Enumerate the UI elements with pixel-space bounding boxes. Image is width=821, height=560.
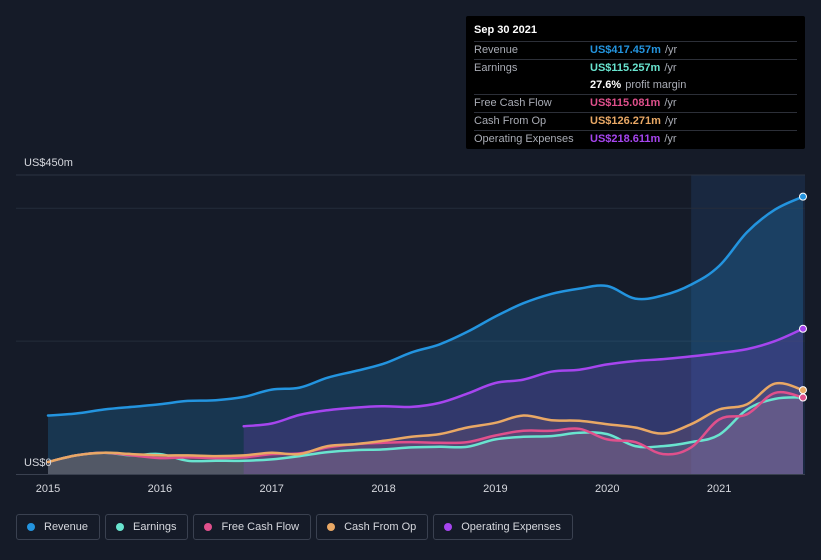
tooltip-row-profit-margin: 27.6% profit margin bbox=[474, 77, 797, 94]
x-tick-label: 2015 bbox=[36, 483, 60, 495]
area-earnings bbox=[48, 397, 803, 474]
legend-label: Revenue bbox=[44, 521, 89, 533]
legend-dot-icon bbox=[204, 523, 213, 531]
tooltip-unit: /yr bbox=[664, 115, 678, 127]
series-end-markers bbox=[799, 192, 807, 402]
tooltip-row-operating-expenses: Operating Expenses US$218.611m /yr bbox=[474, 130, 797, 148]
end-marker-free-cash-flow bbox=[799, 393, 807, 402]
legend-dot-icon bbox=[116, 523, 125, 531]
legend-label: Cash From Op bbox=[344, 521, 417, 533]
tooltip-value: US$126.271m bbox=[590, 115, 661, 127]
tooltip-unit: /yr bbox=[664, 62, 677, 74]
tooltip-label: Cash From Op bbox=[474, 115, 547, 127]
series-lines bbox=[46, 195, 805, 464]
tooltip-value: US$417.457m bbox=[590, 44, 661, 56]
x-tick-label: 2018 bbox=[371, 483, 395, 495]
legend-label: Free Cash Flow bbox=[221, 521, 300, 533]
x-tick-label: 2016 bbox=[148, 483, 172, 495]
y-axis-top-label: US$450m bbox=[24, 157, 73, 169]
tooltip-label: Earnings bbox=[474, 62, 518, 74]
tooltip-value: US$218.611m bbox=[590, 133, 661, 145]
area-revenue bbox=[48, 196, 803, 474]
legend-item-cash-from-op[interactable]: Cash From Op bbox=[316, 514, 429, 540]
legend-item-earnings[interactable]: Earnings bbox=[105, 514, 189, 540]
x-tick-label: 2020 bbox=[595, 483, 619, 495]
chart-legend: Revenue Earnings Free Cash Flow Cash Fro… bbox=[16, 514, 578, 540]
area-free-cash-flow bbox=[48, 392, 803, 474]
x-axis-ticks: 2015 2016 2017 2018 2019 2020 2021 bbox=[36, 483, 732, 495]
tooltip-unit: /yr bbox=[664, 97, 677, 109]
legend-item-revenue[interactable]: Revenue bbox=[16, 514, 101, 540]
legend-dot-icon bbox=[327, 523, 336, 531]
tooltip-label: Revenue bbox=[474, 44, 519, 56]
line-operating-expenses bbox=[242, 327, 805, 428]
forecast-highlight bbox=[691, 175, 805, 474]
legend-dot-icon bbox=[444, 523, 453, 531]
tooltip-label: Free Cash Flow bbox=[474, 97, 552, 109]
grid-lines bbox=[16, 174, 805, 342]
legend-dot-icon bbox=[27, 523, 35, 531]
tooltip-value: 27.6% bbox=[590, 79, 622, 91]
series-areas bbox=[48, 196, 803, 474]
tooltip-unit: profit margin bbox=[625, 79, 687, 91]
end-marker-revenue bbox=[799, 192, 807, 201]
tooltip-row-revenue: Revenue US$417.457m /yr bbox=[474, 41, 797, 59]
chart-area: 2015 2016 2017 2018 2019 2020 2021 US$450m US$… bbox=[16, 157, 807, 495]
tooltip-row-cash-from-op: Cash From Op US$126.271m /yr bbox=[474, 112, 797, 130]
tooltip-unit: /yr bbox=[664, 133, 677, 145]
data-tooltip: Sep 30 2021 Revenue US$417.457m /yr Earn… bbox=[466, 16, 805, 149]
legend-label: Operating Expenses bbox=[461, 521, 561, 533]
x-tick-label: 2021 bbox=[707, 483, 731, 495]
tooltip-value: US$115.257m bbox=[590, 62, 661, 74]
tooltip-label: Operating Expenses bbox=[474, 133, 574, 145]
legend-item-operating-expenses[interactable]: Operating Expenses bbox=[433, 514, 573, 540]
area-operating-expenses bbox=[243, 328, 803, 474]
x-tick-label: 2017 bbox=[259, 483, 283, 495]
tooltip-label bbox=[474, 77, 590, 94]
tooltip-row-earnings: Earnings US$115.257m /yr bbox=[474, 59, 797, 77]
tooltip-date: Sep 30 2021 bbox=[474, 24, 537, 36]
tooltip-unit: /yr bbox=[664, 44, 678, 56]
end-marker-operating-expenses bbox=[799, 324, 807, 333]
line-free-cash-flow bbox=[46, 390, 805, 464]
y-axis-bottom-label: US$0 bbox=[24, 457, 52, 469]
tooltip-row-free-cash-flow: Free Cash Flow US$115.081m /yr bbox=[474, 94, 797, 112]
legend-label: Earnings bbox=[133, 521, 177, 533]
tooltip-value: US$115.081m bbox=[590, 97, 661, 109]
end-marker-cash-from-op bbox=[799, 386, 807, 395]
area-cash-from-op bbox=[48, 383, 803, 474]
x-tick-label: 2019 bbox=[483, 483, 507, 495]
line-revenue bbox=[46, 195, 805, 417]
line-cash-from-op bbox=[46, 381, 805, 464]
legend-item-free-cash-flow[interactable]: Free Cash Flow bbox=[193, 514, 312, 540]
